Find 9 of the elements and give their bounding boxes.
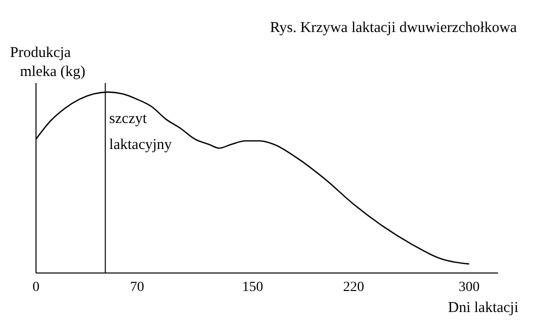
chart-title: Rys. Krzywa laktacji dwuwierzchołkowa [270, 20, 517, 37]
y-axis-title: Produkcja mleka (kg) [10, 44, 86, 82]
x-tick-label: 70 [130, 280, 144, 295]
x-tick-label: 0 [32, 280, 40, 295]
x-tick-label: 150 [242, 280, 264, 295]
x-tick-label: 300 [458, 280, 480, 295]
x-axis-title: Dni laktacji [448, 300, 518, 317]
x-tick-label: 220 [343, 280, 364, 295]
ref-line-label: szczyt laktacyjny [109, 111, 172, 153]
